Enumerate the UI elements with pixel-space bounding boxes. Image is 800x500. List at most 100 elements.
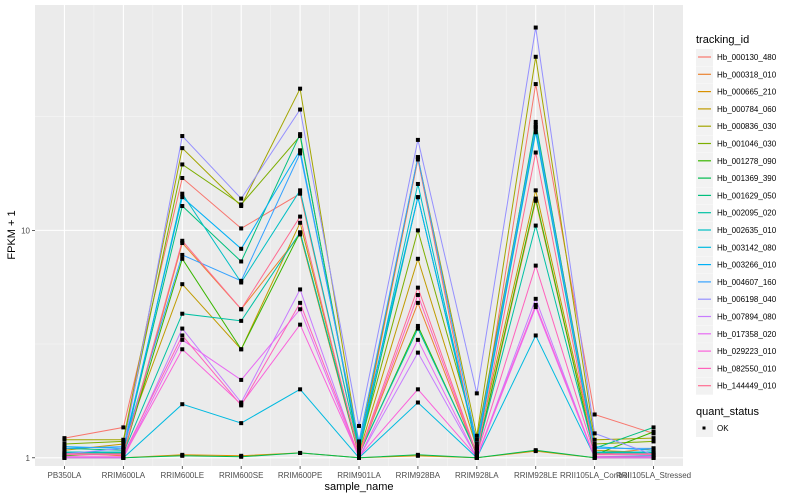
data-point bbox=[592, 441, 597, 446]
data-point bbox=[298, 220, 303, 225]
data-point bbox=[239, 259, 244, 264]
data-point bbox=[533, 54, 538, 59]
data-point bbox=[298, 188, 303, 193]
data-point bbox=[180, 333, 185, 338]
data-point bbox=[592, 451, 597, 456]
legend-label: Hb_006198_040 bbox=[717, 295, 777, 304]
data-point bbox=[533, 263, 538, 268]
data-point bbox=[474, 451, 479, 456]
series-points bbox=[62, 25, 656, 460]
data-point bbox=[239, 377, 244, 382]
data-point bbox=[533, 223, 538, 228]
data-point bbox=[239, 196, 244, 201]
legend-label: Hb_001046_030 bbox=[717, 140, 777, 149]
data-point bbox=[474, 441, 479, 446]
legend-label: Hb_000665_210 bbox=[717, 88, 777, 97]
data-point bbox=[298, 322, 303, 327]
data-point bbox=[239, 347, 244, 352]
data-point bbox=[180, 146, 185, 151]
data-point bbox=[180, 162, 185, 167]
legend-label: Hb_001629_050 bbox=[717, 191, 777, 200]
legend-title-quant-status: quant_status bbox=[696, 406, 759, 418]
y-axis: 1 10 bbox=[21, 226, 35, 463]
data-point bbox=[415, 228, 420, 233]
legend-point-swatch bbox=[702, 426, 706, 430]
x-tick-label: RRIM600PE bbox=[278, 471, 322, 480]
data-point bbox=[415, 350, 420, 355]
data-point bbox=[592, 437, 597, 442]
data-point bbox=[533, 448, 538, 453]
data-point bbox=[180, 241, 185, 246]
data-point bbox=[533, 82, 538, 87]
legend-label: Hb_007894_080 bbox=[717, 313, 777, 322]
data-point bbox=[651, 451, 656, 456]
data-point bbox=[298, 132, 303, 137]
data-point bbox=[298, 307, 303, 312]
legend-label: Hb_000130_480 bbox=[717, 53, 777, 62]
data-point bbox=[533, 302, 538, 307]
data-point bbox=[121, 446, 126, 451]
data-point bbox=[533, 333, 538, 338]
data-point bbox=[180, 311, 185, 316]
x-tick-label: RRIM928LE bbox=[514, 471, 558, 480]
x-tick-label: PB350LA bbox=[48, 471, 82, 480]
data-point bbox=[180, 347, 185, 352]
data-point bbox=[357, 423, 361, 428]
data-point bbox=[298, 287, 303, 292]
data-point bbox=[533, 296, 538, 301]
data-point bbox=[180, 326, 185, 331]
data-point bbox=[180, 238, 185, 243]
data-point bbox=[357, 452, 361, 457]
legend-label: Hb_144449_010 bbox=[717, 382, 777, 391]
legend-label: Hb_001369_390 bbox=[717, 174, 777, 183]
data-point bbox=[533, 188, 538, 193]
data-point bbox=[415, 195, 420, 200]
legend-label: OK bbox=[717, 424, 729, 433]
data-point bbox=[298, 107, 303, 112]
x-tick-label: RRIM600LE bbox=[160, 471, 204, 480]
data-point bbox=[239, 403, 244, 408]
legend: tracking_id Hb_000130_480 Hb_000318_010 Hb… bbox=[696, 34, 777, 437]
data-point bbox=[298, 387, 303, 392]
data-point bbox=[415, 292, 420, 297]
data-point bbox=[474, 448, 479, 453]
data-point bbox=[180, 134, 185, 139]
data-point bbox=[533, 130, 538, 135]
data-point bbox=[239, 421, 244, 426]
data-point bbox=[474, 433, 479, 438]
data-point bbox=[415, 155, 420, 160]
data-point bbox=[651, 436, 656, 441]
legend-label: Hb_001278_090 bbox=[717, 157, 777, 166]
data-point bbox=[533, 25, 538, 30]
data-point bbox=[298, 214, 303, 219]
data-point bbox=[298, 86, 303, 91]
data-point bbox=[592, 446, 597, 451]
data-point bbox=[651, 425, 656, 430]
data-point bbox=[474, 444, 479, 449]
data-point bbox=[298, 232, 303, 237]
y-axis-title: FPKM + 1 bbox=[6, 210, 18, 259]
data-point bbox=[533, 124, 538, 129]
data-point bbox=[239, 307, 244, 312]
data-point bbox=[592, 431, 597, 436]
legend-label: Hb_000318_010 bbox=[717, 70, 777, 79]
data-point bbox=[121, 441, 126, 446]
y-tick-label: 1 bbox=[26, 454, 31, 463]
legend-title-tracking-id: tracking_id bbox=[696, 34, 749, 46]
data-point bbox=[415, 452, 420, 457]
data-point bbox=[121, 439, 126, 444]
data-point bbox=[533, 198, 538, 203]
data-point bbox=[651, 439, 656, 444]
legend-label: Hb_000836_030 bbox=[717, 122, 777, 131]
data-point bbox=[180, 402, 185, 407]
x-tick-label: RRIM901LA bbox=[337, 471, 381, 480]
legend-label: Hb_002635_010 bbox=[717, 226, 777, 235]
data-point bbox=[298, 300, 303, 305]
data-point bbox=[180, 282, 185, 287]
data-point bbox=[62, 446, 67, 451]
data-point bbox=[298, 148, 303, 153]
data-point bbox=[415, 285, 420, 290]
data-point bbox=[474, 437, 479, 442]
data-point bbox=[651, 429, 656, 434]
data-point bbox=[415, 256, 420, 261]
